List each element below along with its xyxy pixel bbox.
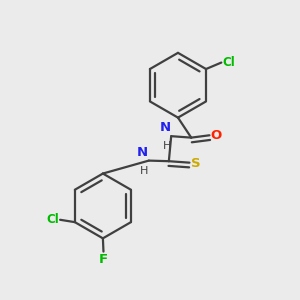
Text: Cl: Cl [47, 213, 59, 226]
Text: H: H [140, 166, 148, 176]
Text: H: H [163, 142, 171, 152]
Text: N: N [160, 122, 171, 134]
Text: F: F [99, 253, 108, 266]
Text: Cl: Cl [222, 56, 235, 69]
Text: S: S [190, 157, 200, 170]
Text: N: N [137, 146, 148, 159]
Text: O: O [211, 129, 222, 142]
